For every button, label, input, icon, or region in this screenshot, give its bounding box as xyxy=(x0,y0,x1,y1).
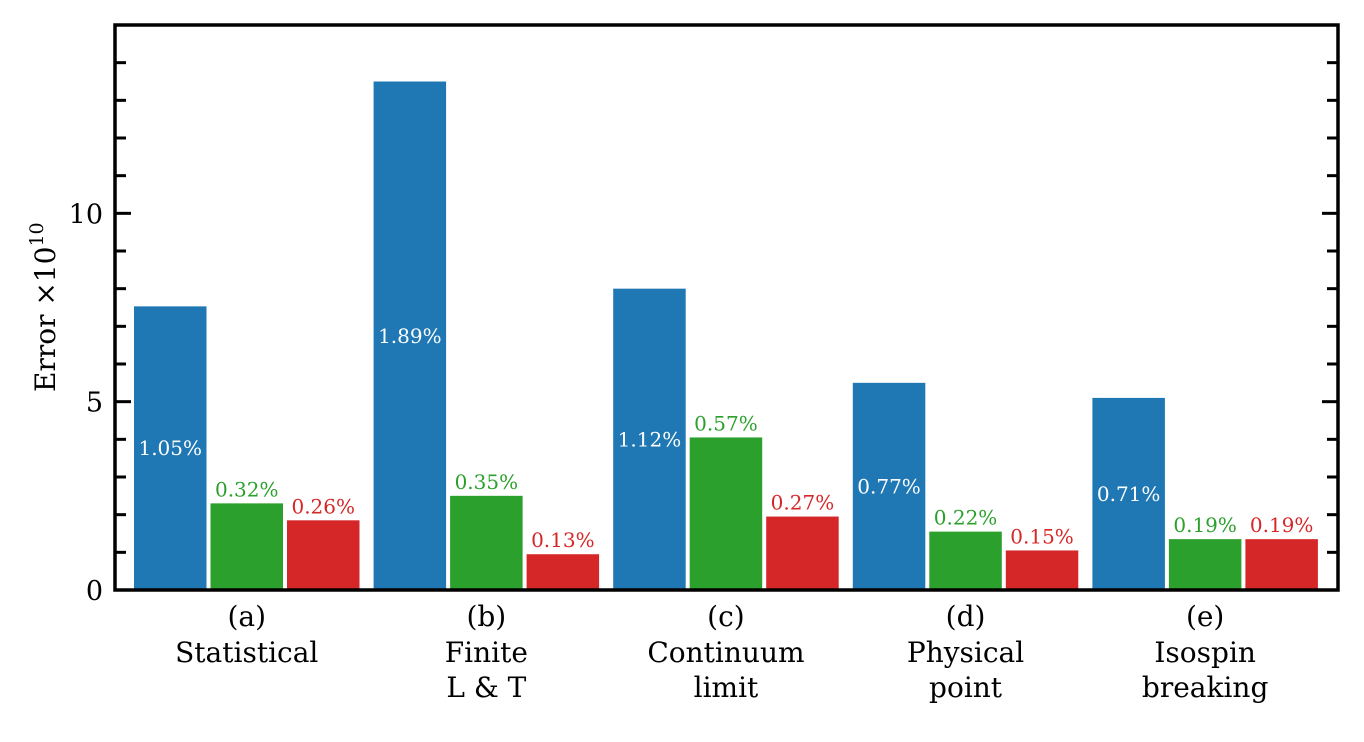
bar-label-green-2: 0.57% xyxy=(694,411,758,435)
bar-blue-2 xyxy=(613,288,686,590)
bar-label-red-1: 0.13% xyxy=(531,528,595,552)
y-axis-label-base: Error ×10 xyxy=(29,247,62,392)
bar-label-red-0: 0.26% xyxy=(291,494,355,518)
bar-red-2 xyxy=(766,516,839,590)
x-category-id-2: (c) xyxy=(707,600,745,633)
y-axis-label: Error ×1010 xyxy=(26,222,62,392)
y-tick-label-0: 0 xyxy=(86,576,103,607)
bar-label-green-4: 0.19% xyxy=(1173,513,1237,537)
bar-label-blue-4: 0.71% xyxy=(1097,482,1161,506)
plot-frame xyxy=(113,23,1340,592)
x-category-label-2-1: limit xyxy=(694,671,759,704)
bar-label-blue-1: 1.89% xyxy=(378,324,442,348)
y-tick-label-10: 10 xyxy=(69,199,103,230)
bar-green-1 xyxy=(450,495,523,590)
bar-blue-3 xyxy=(852,382,926,590)
bar-red-3 xyxy=(1005,550,1079,590)
bar-green-4 xyxy=(1168,539,1242,590)
y-ticks-layer xyxy=(115,61,1338,592)
x-category-id-3: (d) xyxy=(946,600,986,633)
x-category-label-4-1: breaking xyxy=(1142,671,1269,704)
x-category-id-1: (b) xyxy=(466,600,506,633)
x-category-label-1-0: Finite xyxy=(445,636,528,669)
bar-label-red-4: 0.19% xyxy=(1250,513,1314,537)
x-category-label-0-0: Statistical xyxy=(175,636,318,669)
x-category-label-3-1: point xyxy=(929,671,1003,704)
bar-label-blue-2: 1.12% xyxy=(618,427,682,451)
x-category-label-3-0: Physical xyxy=(907,636,1024,669)
bar-label-blue-3: 0.77% xyxy=(857,474,921,498)
x-category-id-4: (e) xyxy=(1186,600,1224,633)
y-axis-label-exponent: 10 xyxy=(26,222,48,246)
bar-green-3 xyxy=(929,531,1002,590)
bar-label-green-3: 0.22% xyxy=(934,506,998,530)
bar-red-0 xyxy=(287,520,360,590)
bar-blue-0 xyxy=(134,306,207,590)
x-category-label-4-0: Isospin xyxy=(1154,636,1256,669)
bars-layer xyxy=(134,81,1318,590)
x-category-label-2-0: Continuum xyxy=(647,636,804,669)
bar-label-red-2: 0.27% xyxy=(771,491,835,515)
bar-label-green-1: 0.35% xyxy=(455,470,519,494)
bar-blue-1 xyxy=(373,81,447,590)
y-tick-labels: 0 5 10 xyxy=(69,199,103,607)
bar-green-0 xyxy=(210,503,283,590)
bar-labels-layer: 1.05% 1.89% 1.12% 0.77% 0.71% 0.32% 0.35% 0.57%… xyxy=(138,324,1313,552)
x-category-label-1-1: L & T xyxy=(446,671,526,704)
y-tick-label-5: 5 xyxy=(86,388,103,419)
bar-red-4 xyxy=(1245,539,1318,590)
bar-blue-4 xyxy=(1092,397,1165,590)
bar-label-green-0: 0.32% xyxy=(215,477,279,501)
bar-label-blue-0: 1.05% xyxy=(138,436,202,460)
bar-label-red-3: 0.15% xyxy=(1010,524,1074,548)
x-category-id-0: (a) xyxy=(227,600,266,633)
bar-red-1 xyxy=(526,554,600,590)
bar-green-2 xyxy=(689,437,763,590)
